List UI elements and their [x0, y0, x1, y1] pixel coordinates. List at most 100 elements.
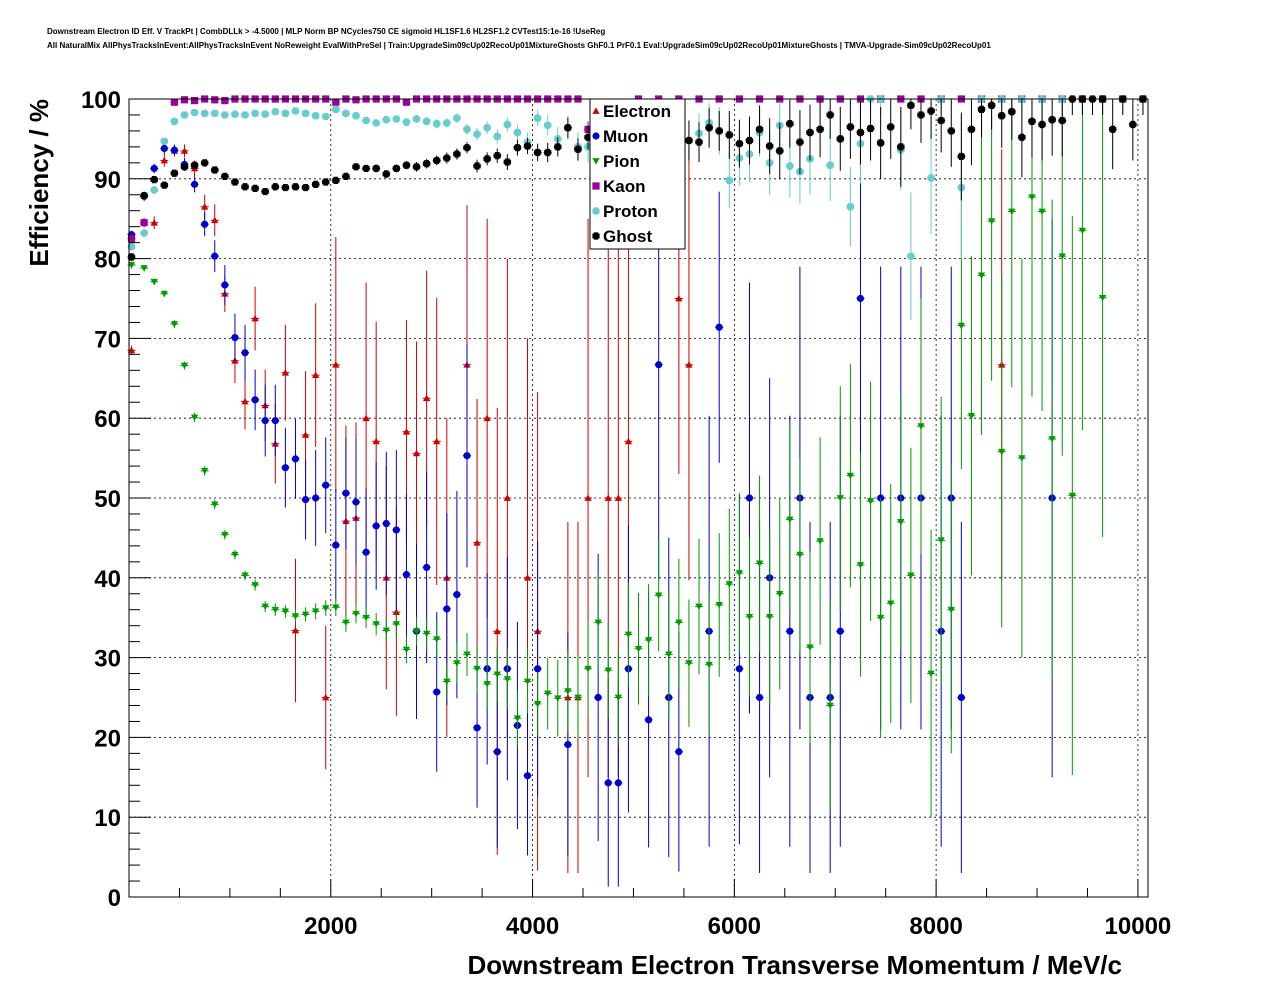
- pion-point: [372, 612, 381, 636]
- marker: [201, 159, 209, 167]
- ghost-point: [140, 191, 149, 200]
- marker: [826, 111, 834, 119]
- electron-point: [281, 324, 290, 421]
- x-axis-title: Downstream Electron Transverse Momentum …: [467, 950, 1122, 980]
- ghost-point: [271, 183, 280, 191]
- marker: [332, 541, 340, 549]
- marker: [342, 109, 350, 117]
- marker: [402, 646, 411, 654]
- marker: [231, 110, 239, 118]
- marker: [887, 600, 895, 607]
- pion-point: [503, 648, 512, 710]
- proton-point: [230, 110, 239, 118]
- proton-point: [200, 109, 209, 117]
- marker: [443, 678, 451, 686]
- marker: [402, 118, 411, 126]
- pion-point: [563, 651, 572, 732]
- x-tick-label: 2000: [304, 913, 357, 940]
- pion-point: [594, 574, 603, 671]
- muon-point: [281, 427, 290, 508]
- ghost-point: [765, 118, 774, 175]
- marker: [211, 109, 219, 117]
- ghost-point: [1138, 95, 1147, 115]
- pion-point: [241, 570, 250, 581]
- marker: [826, 161, 834, 169]
- marker: [766, 142, 774, 150]
- pion-point: [755, 475, 764, 652]
- ghost-point: [927, 99, 936, 139]
- marker: [332, 604, 340, 611]
- marker: [584, 494, 592, 501]
- marker: [281, 464, 289, 472]
- ghost-point: [311, 180, 320, 188]
- ghost-point: [755, 105, 764, 154]
- electron-point: [684, 149, 693, 581]
- pion-point: [765, 529, 774, 705]
- kaon-point: [352, 96, 361, 104]
- marker: [1058, 253, 1066, 260]
- pion-point: [674, 558, 683, 687]
- axis-layer: 2000 4000 6000 8000 10000 0 10 20 30 40 50 60 70 80 90…: [81, 87, 1171, 940]
- proton-point: [412, 114, 421, 123]
- ghost-point: [372, 164, 381, 173]
- marker: [392, 526, 400, 534]
- pion-point: [230, 549, 239, 560]
- proton-point: [160, 137, 169, 145]
- marker: [127, 243, 136, 251]
- muon-point: [230, 313, 239, 362]
- pion-point: [634, 592, 643, 705]
- marker: [695, 603, 703, 611]
- marker: [312, 608, 320, 615]
- pion-point: [573, 656, 582, 739]
- y-tick-label: 20: [94, 725, 121, 752]
- marker: [342, 619, 350, 627]
- marker: [534, 665, 542, 673]
- marker: [1048, 436, 1056, 443]
- ghost-point: [886, 99, 895, 159]
- marker: [241, 111, 249, 119]
- marker: [443, 154, 451, 162]
- y-tick-label: 30: [94, 646, 121, 673]
- ghost-point: [422, 158, 431, 169]
- marker: [281, 183, 289, 192]
- marker: [534, 701, 542, 708]
- marker: [846, 472, 854, 480]
- marker: [140, 219, 148, 227]
- marker: [1098, 294, 1107, 302]
- marker: [574, 694, 582, 702]
- ghost-point: [826, 99, 835, 139]
- marker: [755, 125, 764, 133]
- marker: [201, 109, 209, 117]
- kaon-point: [220, 96, 229, 105]
- pion-point: [775, 498, 784, 690]
- pion-point: [382, 618, 391, 643]
- ghost-point: [937, 99, 946, 153]
- ghost-point: [362, 164, 371, 173]
- proton-point: [483, 121, 492, 135]
- marker: [675, 294, 683, 302]
- marker: [170, 169, 179, 177]
- muon-point: [372, 462, 381, 590]
- legend-label-kaon: Kaon: [603, 177, 646, 196]
- marker: [412, 163, 421, 171]
- pion-point: [876, 498, 885, 738]
- marker: [271, 416, 279, 425]
- marker: [312, 371, 320, 378]
- ghost-point: [261, 187, 270, 196]
- ghost-point: [493, 148, 502, 163]
- marker: [271, 606, 279, 614]
- marker: [776, 147, 784, 155]
- marker: [402, 161, 411, 169]
- electron-point: [483, 218, 492, 618]
- kaon-point: [190, 96, 199, 105]
- marker: [332, 176, 340, 184]
- proton-point: [846, 166, 855, 247]
- pion-point: [927, 529, 936, 818]
- proton-point: [372, 119, 381, 127]
- proton-point: [543, 114, 552, 136]
- marker: [261, 416, 269, 425]
- marker: [493, 132, 501, 141]
- marker: [463, 452, 471, 460]
- marker: [443, 119, 451, 127]
